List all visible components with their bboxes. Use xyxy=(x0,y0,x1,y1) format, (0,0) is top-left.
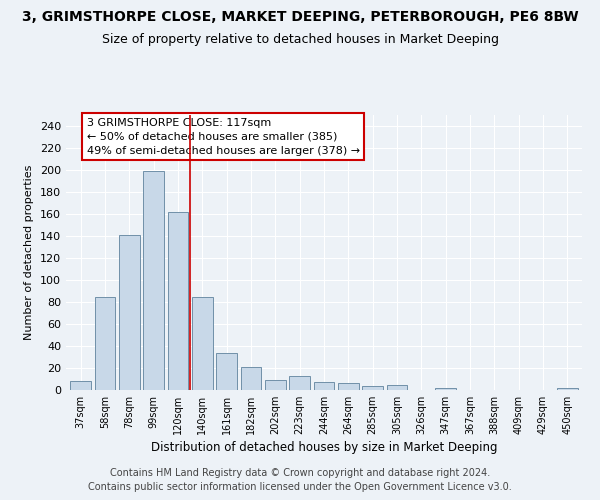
Text: Contains HM Land Registry data © Crown copyright and database right 2024.: Contains HM Land Registry data © Crown c… xyxy=(110,468,490,477)
Text: 3, GRIMSTHORPE CLOSE, MARKET DEEPING, PETERBOROUGH, PE6 8BW: 3, GRIMSTHORPE CLOSE, MARKET DEEPING, PE… xyxy=(22,10,578,24)
Bar xyxy=(216,352,237,390)
Text: 3 GRIMSTHORPE CLOSE: 117sqm
← 50% of detached houses are smaller (385)
49% of se: 3 GRIMSTHORPE CLOSE: 117sqm ← 50% of det… xyxy=(86,118,360,156)
Bar xyxy=(143,171,164,390)
Bar xyxy=(436,388,456,390)
Bar xyxy=(314,382,334,390)
X-axis label: Distribution of detached houses by size in Market Deeping: Distribution of detached houses by size … xyxy=(151,441,497,454)
Bar xyxy=(192,296,212,390)
Bar xyxy=(289,376,310,390)
Text: Contains public sector information licensed under the Open Government Licence v3: Contains public sector information licen… xyxy=(88,482,512,492)
Bar xyxy=(386,384,407,390)
Bar xyxy=(119,235,140,390)
Text: Size of property relative to detached houses in Market Deeping: Size of property relative to detached ho… xyxy=(101,32,499,46)
Bar xyxy=(167,212,188,390)
Bar xyxy=(265,380,286,390)
Bar xyxy=(557,388,578,390)
Bar xyxy=(95,296,115,390)
Y-axis label: Number of detached properties: Number of detached properties xyxy=(25,165,34,340)
Bar xyxy=(70,381,91,390)
Bar xyxy=(338,384,359,390)
Bar xyxy=(362,386,383,390)
Bar xyxy=(241,367,262,390)
